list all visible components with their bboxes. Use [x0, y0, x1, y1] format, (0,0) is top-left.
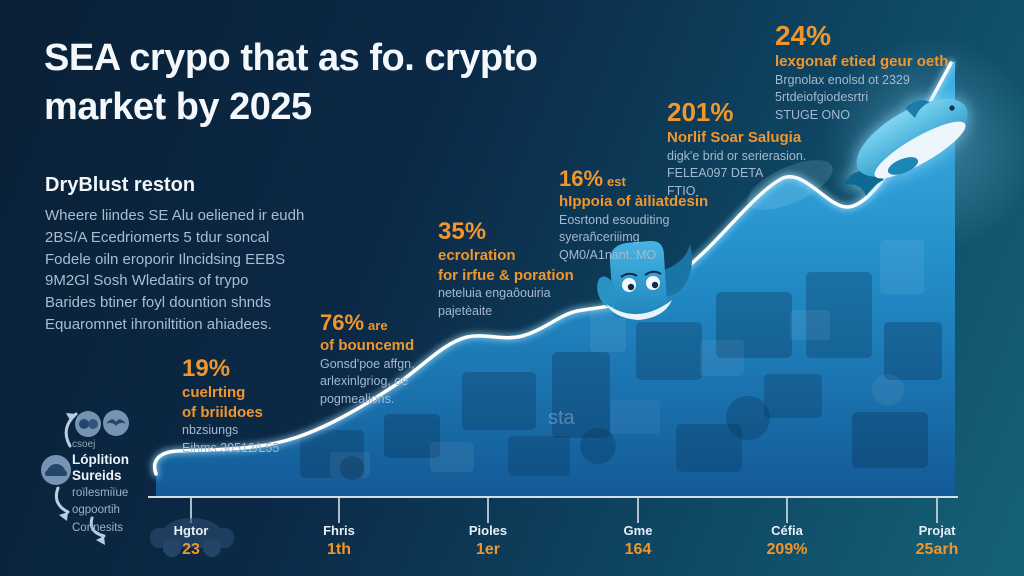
whale-pectoral-fin: [887, 157, 919, 175]
annotation-headline: Norlif Soar Salugia: [667, 129, 802, 146]
annotation-headline: of briildoes: [182, 403, 263, 421]
cycle-caption: csoej: [72, 439, 96, 450]
annotation-body: arlexinlgriog, oe: [320, 374, 409, 388]
annotation-headline: cuelrting: [182, 384, 246, 401]
annotation-value: 201%: [667, 97, 734, 127]
mascot-body: [609, 240, 668, 318]
annotation-headline: hIppoia of àiliatdesin: [559, 193, 709, 210]
cycle-arrow-icon: [89, 516, 106, 538]
fill-watermark-text: sta: [548, 407, 576, 429]
cycle-title: Sureids: [72, 467, 122, 483]
mascot-left-fin: [597, 276, 617, 308]
annotation-body: pajetèaite: [438, 303, 493, 318]
annotation-body: Brgnolax enolsd ot 2329: [775, 72, 910, 87]
whale-body: [856, 99, 968, 177]
car-silhouette: [150, 518, 234, 557]
annotation-35pct: 35% ecrolration for irfue & poration net…: [438, 218, 618, 320]
annotation-value: 76%: [320, 310, 365, 335]
axis-label-name: Gme: [623, 523, 653, 538]
cycle-arrow-icon: [54, 486, 70, 514]
annotation-24pct: 24% lexgonaf etied geur oeth Brgnolax en…: [775, 20, 980, 124]
page-title: SEA crypo that as fo. crypto market by 2…: [44, 34, 538, 131]
annotation-value: 19%: [182, 355, 231, 382]
annotation-body: FTIO: [667, 183, 696, 198]
mascot-belly: [606, 300, 672, 320]
cycle-title: Lóplition: [72, 452, 129, 467]
annotation-suffix: are: [368, 318, 388, 333]
cycle-body: Connesits: [72, 521, 124, 534]
axis-label-name: Projat: [918, 523, 956, 538]
axis-label-1: Hgtor 23: [121, 523, 261, 559]
annotation-201pct: 201% Norlif Soar Salugia digk'e brid or …: [667, 97, 852, 200]
intro-line: Wheere liindes SE Alu oeliened ir eudh: [45, 207, 305, 224]
whale-mascot-illustration: [597, 240, 692, 320]
annotation-headline: lexgonaf etied geur oeth: [775, 53, 949, 70]
intro-block: DryBlust reston Wheere liindes SE Alu oe…: [45, 174, 345, 336]
cycle-text-block: csoej Lóplition Sureids roïlesmiïue ogpo…: [72, 439, 182, 535]
intro-heading: DryBlust reston: [45, 174, 196, 196]
annotation-value: 35%: [438, 218, 487, 245]
whale-shadow-silhouette: [747, 160, 833, 210]
intro-line: 9M2Gl Sosh Wledatirs of trypo: [45, 272, 249, 290]
annotation-body: neteluia engaôouiria: [438, 286, 551, 300]
collage-texture: sta: [300, 240, 942, 480]
annotation-body: Eosrtond esouditing: [559, 212, 670, 227]
intro-line: Equaromnet ihroniltition ahiadees.: [45, 315, 272, 333]
axis-label-5: Céfia 209%: [717, 523, 857, 559]
axis-label-name: Pioles: [468, 523, 508, 538]
area-fill: [154, 61, 956, 497]
cycle-body: roïlesmiïue: [72, 487, 129, 500]
annotation-value: 16%: [559, 166, 604, 191]
axis-label-name: Hgtor: [173, 523, 209, 538]
whale-illustration: [842, 99, 968, 196]
annotation-body: Eihms 30512/L55: [182, 440, 280, 455]
whale-dorsal-fin: [905, 100, 930, 118]
annotation-body: FELEA097 DETA: [667, 166, 764, 180]
axis-label-6: Projat 25arh: [867, 523, 1007, 559]
whale-eye: [949, 105, 955, 111]
annotation-body: nbzsiungs: [182, 423, 239, 437]
axis-label-value: 209%: [766, 541, 808, 558]
axis-label-value: 1er: [475, 541, 501, 558]
annotation-headline: ecrolration: [438, 247, 516, 264]
axis-label-3: Pioles 1er: [418, 523, 558, 559]
cycle-body: ogpoortih: [72, 504, 120, 517]
annotation-19pct: 19% cuelrting of briildoes nbzsiungs Eih…: [182, 355, 332, 457]
axis-label-name: Fhris: [323, 523, 355, 538]
mascot-fin: [664, 244, 692, 296]
trend-line: [153, 61, 953, 476]
axis-label-value: 23: [182, 541, 200, 558]
annotation-body: Gonsd'poe affgn,: [320, 356, 415, 371]
page-title-line1: SEA crypo that as fo. crypto: [44, 37, 538, 79]
annotation-76pct: 76% are of bouncemd Gonsd'poe affgn, arle…: [320, 310, 490, 408]
annotation-suffix: est: [607, 174, 626, 189]
annotation-body: QM0/A1nant.:MO: [559, 247, 657, 262]
annotation-body: 5rtdeiofgiodesrtri: [775, 90, 869, 104]
axis-label-2: Fhris 1th: [269, 523, 409, 559]
annotation-headline: for irfue & poration: [438, 266, 574, 284]
axis-label-name: Céfia: [771, 523, 803, 538]
annotation-body: digk'e brid or serierasion.: [667, 148, 807, 163]
axis-label-4: Gme 164: [568, 523, 708, 559]
intro-line: 2BS/A Ecedriomerts 5 tdur soncal: [45, 228, 270, 246]
intro-line: Fodele oiln eroporir Ilncidsing EEBS: [45, 250, 286, 268]
intro-line: Barides btiner foyl dountion shnds: [45, 294, 271, 311]
annotation-body: syerañceriiimg: [559, 230, 640, 244]
annotation-16pct: 16% est hIppoia of àiliatdesin Eosrtond e…: [559, 166, 744, 264]
cycle-icons: [41, 410, 234, 557]
annotation-value: 24%: [775, 20, 832, 51]
page-title-line2: market by 2025: [44, 85, 312, 128]
axis-label-value: 25arh: [915, 541, 959, 558]
annotation-body: STUGE ONO: [775, 107, 851, 122]
annotation-body: pogmealions.: [320, 391, 395, 406]
annotation-headline: of bouncemd: [320, 337, 415, 354]
mascot-right-eyelid: [644, 270, 662, 276]
axis-label-value: 1th: [327, 541, 351, 558]
whale-tail: [842, 170, 884, 196]
x-axis: [148, 496, 958, 523]
axis-label-value: 164: [624, 541, 652, 558]
mascot-left-eyelid: [620, 272, 638, 278]
